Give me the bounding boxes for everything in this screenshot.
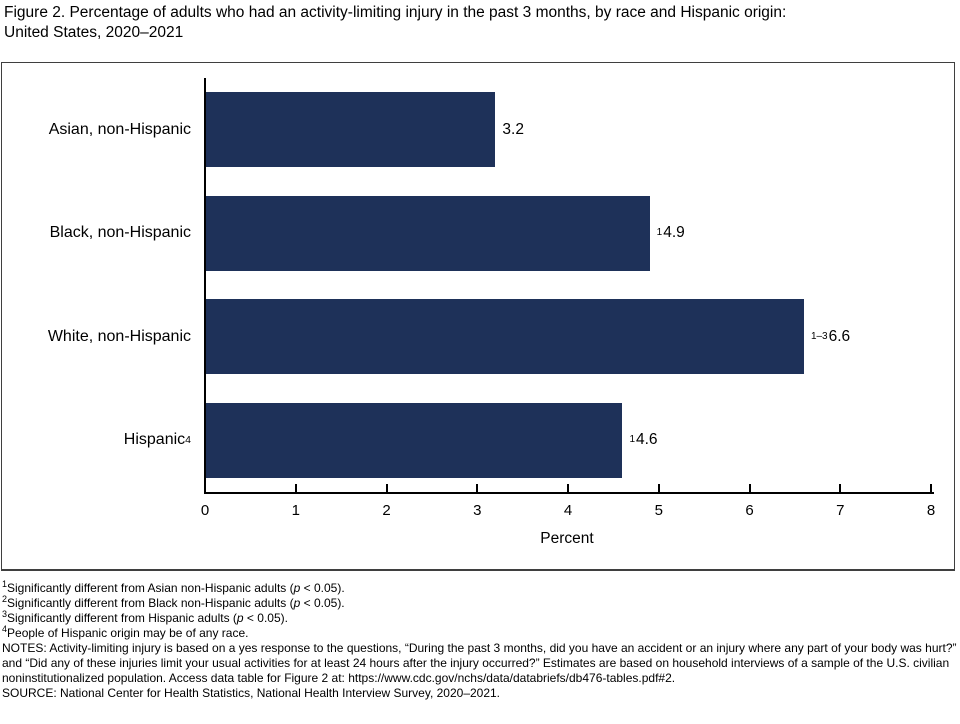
footnote-line: 1Significantly different from Asian non-… xyxy=(2,579,345,596)
chart-frame: Asian, non-Hispanic Black, non-Hispanic Wh… xyxy=(1,62,955,571)
bar-value-label: 1–3 6.6 xyxy=(810,327,851,345)
x-axis-tick xyxy=(385,484,388,492)
category-label: Hispanic 4 xyxy=(123,431,191,449)
x-axis-tick xyxy=(567,484,569,492)
x-axis-tick-label: 3 xyxy=(473,502,482,519)
x-axis-title: Percent xyxy=(540,530,594,547)
bar xyxy=(205,402,623,478)
footnotes-block: 1Significantly different from Asian non-… xyxy=(2,579,958,701)
bar xyxy=(205,195,650,271)
bar xyxy=(205,92,496,168)
figure-title: Figure 2. Percentage of adults who had a… xyxy=(4,3,956,42)
x-axis-tick-label: 8 xyxy=(926,502,936,519)
x-axis-tick xyxy=(748,484,751,492)
figure-title-line2: United States, 2020–2021 xyxy=(4,23,184,41)
x-axis-tick xyxy=(930,484,932,492)
significance-footnotes: 1Significantly different from Asian non-… xyxy=(2,579,958,641)
x-axis-tick-label: 5 xyxy=(654,502,663,519)
source-line: SOURCE: National Center for Health Stati… xyxy=(2,686,501,700)
x-axis-tick-label: 0 xyxy=(200,502,210,519)
x-axis-line xyxy=(204,492,934,494)
category-label: White, non-Hispanic xyxy=(47,327,191,345)
x-axis-tick xyxy=(476,484,479,492)
notes-paragraph: NOTES: Activity-limiting injury is based… xyxy=(2,641,957,685)
x-axis-tick-label: 6 xyxy=(745,502,754,519)
x-axis-tick-label: 1 xyxy=(291,502,300,519)
x-axis-tick-label: 4 xyxy=(563,502,573,519)
footnote-line: 3Significantly different from Hispanic a… xyxy=(2,609,288,626)
footnote-line: 2Significantly different from Black non-… xyxy=(2,594,345,611)
x-axis-tick-label: 2 xyxy=(382,502,391,519)
x-axis-tick xyxy=(839,484,842,492)
y-axis-line xyxy=(204,78,206,494)
x-axis-tick xyxy=(657,484,660,492)
figure-title-line1: Figure 2. Percentage of adults who had a… xyxy=(4,4,787,21)
category-label: Asian, non-Hispanic xyxy=(48,120,191,138)
bar-value-label: 3.2 xyxy=(502,120,524,138)
x-axis-tick xyxy=(294,484,297,492)
bar-value-label: 1 4.9 xyxy=(656,224,685,242)
x-axis-tick-label: 7 xyxy=(836,502,845,519)
bar xyxy=(205,299,804,375)
category-label: Black, non-Hispanic xyxy=(49,224,191,242)
bar-value-label: 1 4.6 xyxy=(629,431,658,449)
footnote-line: 4People of Hispanic origin may be of any… xyxy=(2,624,249,641)
